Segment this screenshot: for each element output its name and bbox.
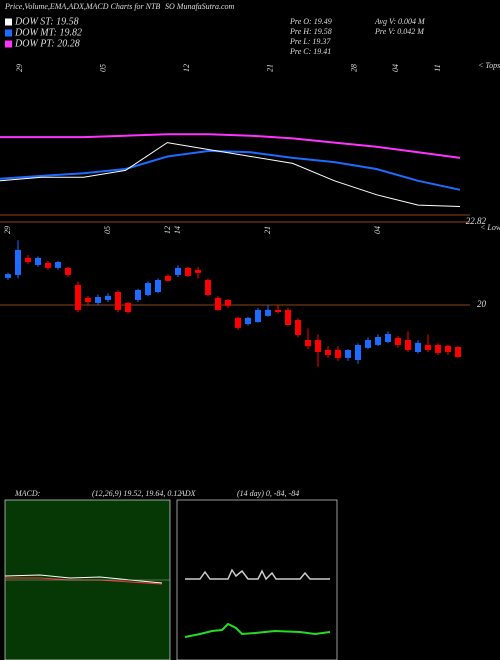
candle-body [455,347,461,358]
y-tick-label: 20 [477,299,487,309]
candle-body [285,309,291,325]
x-tick-label: 21 [266,64,275,72]
candle-body [235,317,241,328]
candle-body [385,334,391,343]
legend-swatch [5,18,12,26]
series-line [0,133,461,159]
chart-title: Price,Volume,EMA,ADX,MACD Charts for NTB [4,2,160,11]
candle-body [295,319,301,335]
series-line [0,142,461,207]
candle-body [355,344,361,360]
candle-body [205,279,211,295]
candle-body [115,292,121,310]
candle-body [245,317,251,325]
candle-body [215,297,221,310]
candle-body [365,339,371,348]
candle-body [275,309,281,313]
candle-body [415,342,421,353]
adx-label: ADX [179,489,197,498]
stat: Pre H: 19.58 [289,27,332,36]
macd-values: (12,26,9) 19.52, 19.64, 0.12 [92,489,181,498]
stat: Pre L: 19.37 [289,37,331,46]
candle-body [305,339,311,347]
site-name: SO MunafaSutra.com [165,2,235,11]
x-tick-label: 29 [3,226,12,234]
candle-body [395,337,401,345]
candle-body [435,344,441,353]
candle-body [425,344,431,350]
legend-label: DOW ST: 19.58 [14,16,79,27]
adx-values: (14 day) 0, -84, -84 [237,489,299,498]
candle-body [175,267,181,275]
stat: Pre C: 19.41 [289,47,331,56]
x-tick-label: 05 [98,64,107,72]
legend-label: DOW PT: 20.28 [14,38,80,49]
candle-body [445,345,451,353]
candle-body [35,257,41,265]
candle-body [75,284,81,310]
legend-label: DOW MT: 19.82 [14,27,82,38]
candle-body [125,302,131,313]
candle-body [325,349,331,355]
candle-body [145,282,151,295]
y-tick-label: 22.82 [466,216,487,226]
candle-body [185,267,191,276]
x-tick-label: 05 [103,226,112,234]
candle-body [165,275,171,281]
stat: Pre O: 19.49 [289,17,332,26]
candle-body [105,295,111,300]
x-tick-label: 28 [349,64,358,72]
candle-body [85,297,91,303]
candle-body [265,309,271,316]
candle-body [155,279,161,293]
x-tick-label: 04 [373,226,382,234]
candle-body [225,299,231,306]
macd-line [4,574,163,584]
candle-body [375,337,381,345]
stat: Pre V: 0.042 M [374,27,425,36]
macd-label: MACD: [14,489,41,498]
legend-swatch [5,40,12,48]
tops-label: < Tops [478,61,500,70]
lows-label: < Lows [480,223,500,232]
legend-swatch [5,29,12,37]
candle-body [55,262,61,268]
x-tick-label: 04 [391,64,400,72]
x-tick-label: 21 [263,226,272,234]
candle-body [255,309,261,323]
candle-body [135,289,141,300]
adx-di-line [184,622,331,638]
candle-body [95,297,101,303]
x-tick-label: 29 [15,64,24,72]
candle-body [45,262,51,268]
candle-body [65,267,71,275]
x-tick-label: 11 [433,64,442,71]
stat: Avg V: 0.004 M [374,17,426,26]
candle-body [5,274,11,278]
x-tick-label: 12 [182,64,191,72]
x-tick-label: 12 [163,226,172,234]
adx-line [185,568,330,581]
candle-body [25,257,31,263]
adx-panel [176,499,338,660]
candle-body [405,339,411,350]
candle-body [195,269,201,273]
series-line [0,149,461,191]
candle-body [315,339,321,353]
candle-body [335,349,341,358]
x-tick-label: 14 [173,226,182,234]
candle-body [15,249,21,275]
candle-body [345,349,351,358]
